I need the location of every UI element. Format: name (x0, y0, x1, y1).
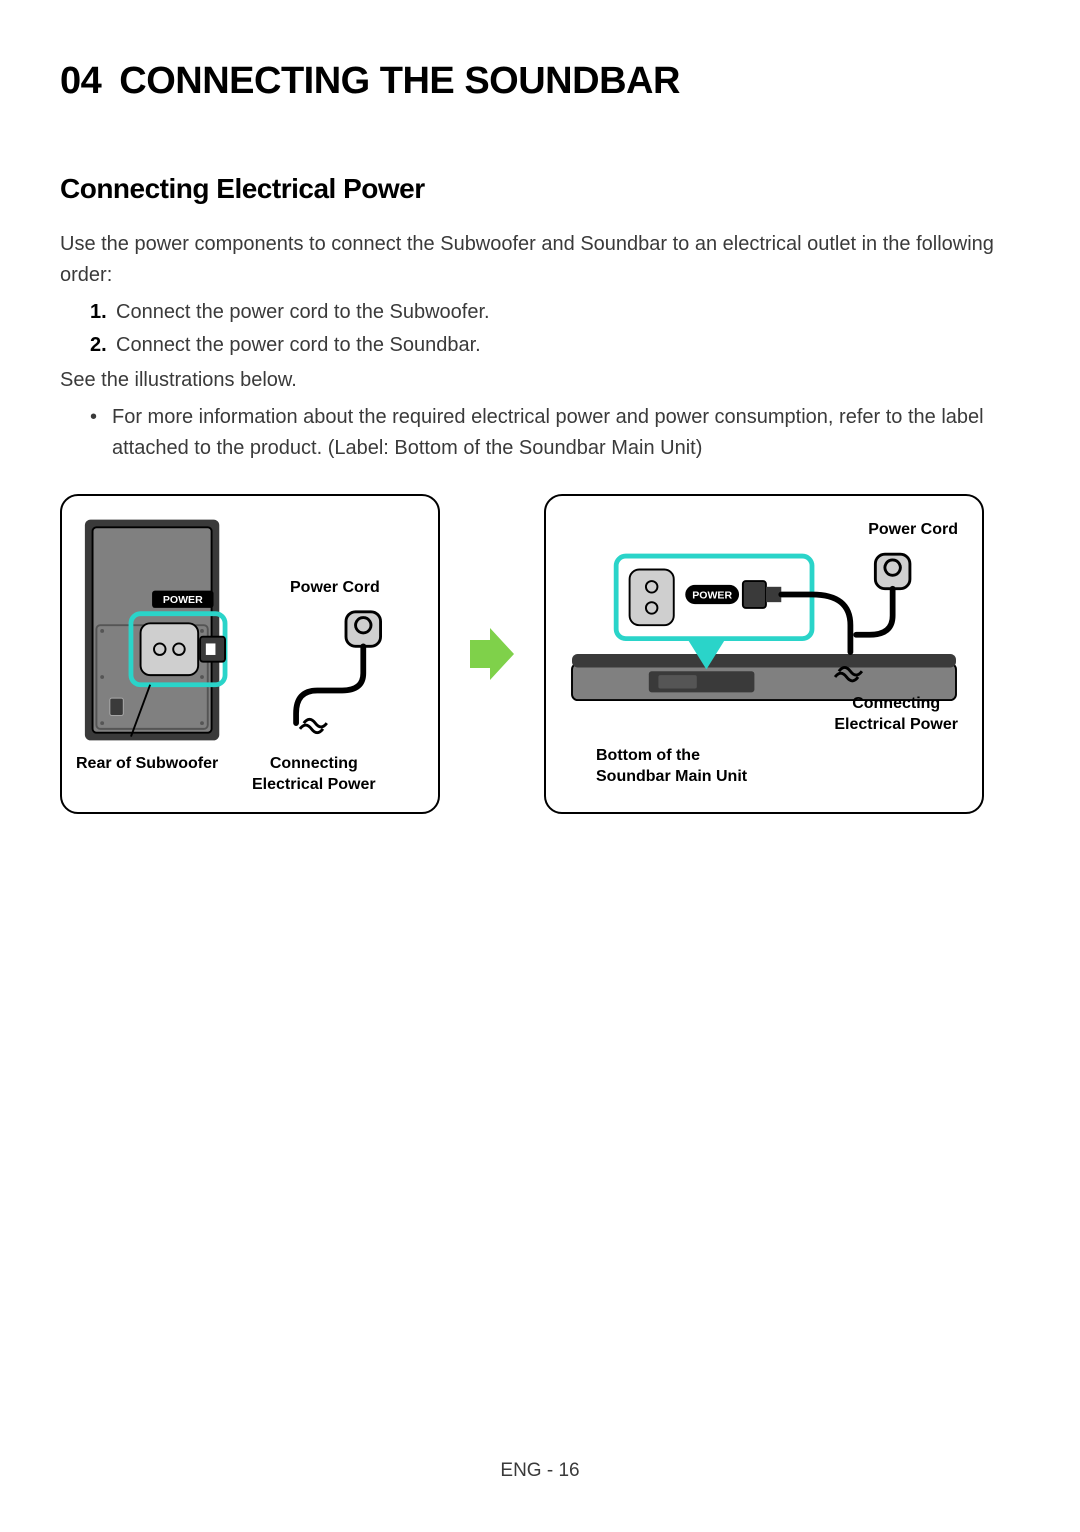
arrow-icon (470, 624, 514, 684)
connecting-power-label: Connecting Electrical Power (834, 694, 958, 736)
section-title: Connecting Electrical Power (60, 173, 1020, 205)
chapter-title: 04 CONNECTING THE SOUNDBAR (60, 60, 1020, 103)
chapter-title-text: CONNECTING THE SOUNDBAR (119, 60, 680, 102)
section-intro: Use the power components to connect the … (60, 229, 1020, 291)
arrow-between-panels (470, 494, 514, 814)
step-item: 2.Connect the power cord to the Soundbar… (90, 330, 1020, 361)
power-badge-text: POWER (163, 594, 203, 606)
bullet-item: For more information about the required … (90, 402, 1020, 464)
step-text: Connect the power cord to the Subwoofer. (116, 301, 490, 323)
bullet-list: For more information about the required … (60, 402, 1020, 464)
page-footer: ENG - 16 (0, 1460, 1080, 1482)
figure-panel-subwoofer: POWER Power Cord Rear of Subwoof (60, 494, 440, 814)
power-cord-label: Power Cord (290, 578, 380, 599)
power-badge-text: POWER (692, 589, 732, 601)
figure-panel-soundbar: POWER Power Cord Connecting Electrical P… (544, 494, 984, 814)
power-cord-icon (856, 554, 910, 635)
power-cord-icon (296, 612, 380, 733)
connecting-power-label: Connecting Electrical Power (252, 754, 376, 796)
chapter-number: 04 (60, 60, 101, 103)
steps-list: 1.Connect the power cord to the Subwoofe… (60, 297, 1020, 361)
rear-subwoofer-label: Rear of Subwoofer (76, 754, 218, 775)
figure-row: POWER Power Cord Rear of Subwoof (60, 494, 1020, 814)
soundbar-bottom-label: Bottom of the Soundbar Main Unit (596, 746, 747, 788)
step-text: Connect the power cord to the Soundbar. (116, 334, 481, 356)
section-after-steps: See the illustrations below. (60, 365, 1020, 396)
step-item: 1.Connect the power cord to the Subwoofe… (90, 297, 1020, 328)
power-cord-label: Power Cord (868, 520, 958, 541)
